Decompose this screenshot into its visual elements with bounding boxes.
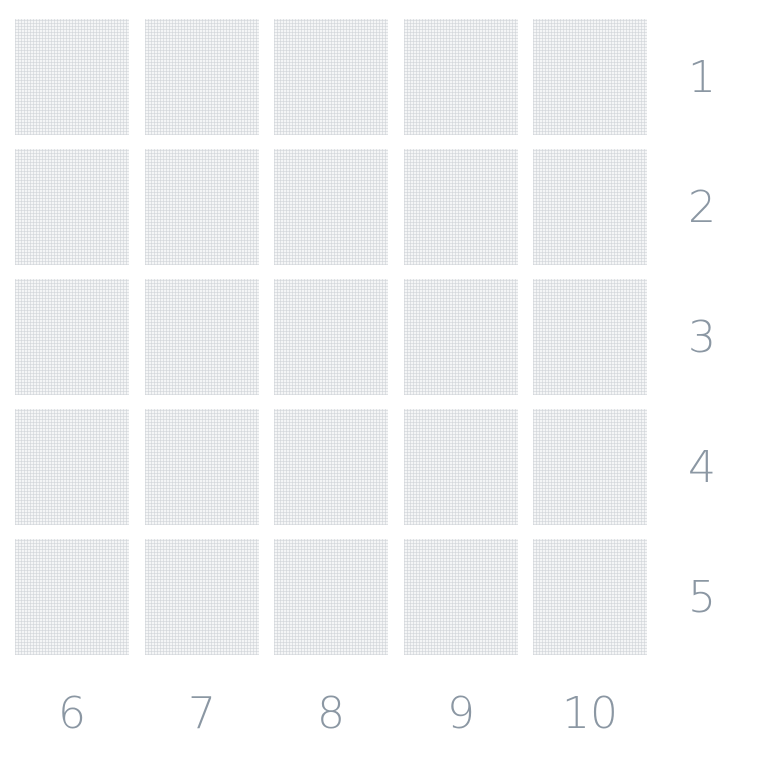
grid-cell[interactable] [15, 539, 129, 655]
grid-cell[interactable] [274, 409, 388, 525]
column-label: 6 [58, 688, 86, 739]
grid-cell[interactable] [274, 279, 388, 395]
grid-cell[interactable] [533, 149, 647, 265]
grid-cell[interactable] [15, 409, 129, 525]
grid-cell[interactable] [145, 409, 259, 525]
row-label: 2 [688, 182, 716, 233]
row-label: 1 [688, 52, 716, 103]
grid-cell[interactable] [15, 279, 129, 395]
column-label: 7 [188, 688, 216, 739]
grid-cell[interactable] [404, 19, 518, 135]
row-label: 4 [688, 442, 716, 493]
grid-cell[interactable] [145, 539, 259, 655]
grid-cell[interactable] [274, 19, 388, 135]
grid-cell[interactable] [145, 19, 259, 135]
grid-cell[interactable] [533, 19, 647, 135]
grid-cell[interactable] [15, 19, 129, 135]
grid-cell[interactable] [533, 539, 647, 655]
grid-cell[interactable] [533, 279, 647, 395]
grid-cell[interactable] [274, 539, 388, 655]
row-label: 5 [688, 572, 716, 623]
grid-cell[interactable] [15, 149, 129, 265]
grid-cell[interactable] [274, 149, 388, 265]
grid-board [15, 19, 648, 660]
column-label: 8 [317, 688, 345, 739]
grid-cell[interactable] [533, 409, 647, 525]
grid-cell[interactable] [404, 149, 518, 265]
grid-cell[interactable] [404, 279, 518, 395]
grid-cell[interactable] [145, 149, 259, 265]
column-label: 9 [447, 688, 475, 739]
column-label: 10 [562, 688, 618, 739]
row-label: 3 [688, 312, 716, 363]
grid-cell[interactable] [145, 279, 259, 395]
grid-cell[interactable] [404, 409, 518, 525]
grid-cell[interactable] [404, 539, 518, 655]
